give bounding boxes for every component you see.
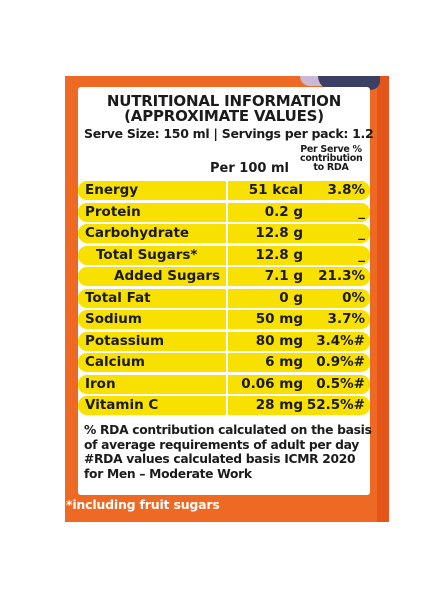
nutrient-rda: 0.9%# xyxy=(316,354,365,370)
nutrient-name: Sodium xyxy=(85,311,142,327)
nutrient-name: Carbohydrate xyxy=(85,225,190,241)
table-row: Iron 0.06 mg 0.5%# xyxy=(78,374,370,394)
per100-column-header: Per 100 ml xyxy=(210,161,289,176)
table-row: Total Fat 0 g 0% xyxy=(78,288,370,308)
nutrient-rda: _ xyxy=(358,225,365,241)
nutrient-value: 51 kcal xyxy=(248,182,303,198)
nutrient-rda: 3.7% xyxy=(327,311,365,327)
nutrient-value: 0.2 g xyxy=(264,203,303,220)
table-row: Calcium 6 mg 0.9%# xyxy=(78,353,370,372)
rda-notes: % RDA contribution calculated on the bas… xyxy=(84,423,372,481)
table-row: Carbohydrate 12.8 g _ xyxy=(78,224,370,243)
rda-header-line2: contribution xyxy=(300,153,363,164)
nutrient-name: Iron xyxy=(85,375,116,392)
nutrient-name: Protein xyxy=(85,203,141,220)
nutrient-value: 6 mg xyxy=(265,354,303,370)
nutrient-name: Total Sugars* xyxy=(96,246,198,263)
nutrient-value: 50 mg xyxy=(255,311,303,327)
note-line-2: of average requirements of adult per day xyxy=(84,437,360,452)
nutrient-name: Energy xyxy=(85,182,139,198)
table-row: Potassium 80 mg 3.4%# xyxy=(78,331,370,351)
nutrient-rda: 0.5%# xyxy=(316,375,365,392)
nutrient-rda: _ xyxy=(358,246,365,263)
nutrient-name: Total Fat xyxy=(85,289,151,306)
nutrient-value: 0.06 mg xyxy=(241,375,303,392)
nutrient-value: 0 g xyxy=(279,289,303,306)
table-row: Vitamin C 28 mg 52.5%# xyxy=(78,396,370,415)
note-line-3: #RDA values calculated basis ICMR 2020 xyxy=(84,452,356,466)
nutrient-rda: 3.8% xyxy=(327,182,365,198)
nutrient-name: Potassium xyxy=(85,332,165,349)
rda-header-line3: to RDA xyxy=(313,162,349,173)
nutrient-value: 80 mg xyxy=(255,332,303,349)
rda-header-line1: Per Serve % xyxy=(300,144,362,155)
nutrient-name: Vitamin C xyxy=(85,397,159,413)
nutrient-rda: 3.4%# xyxy=(316,332,365,349)
panel-edge xyxy=(377,76,389,522)
table-row: Sodium 50 mg 3.7% xyxy=(78,310,370,329)
nutrient-value: 12.8 g xyxy=(255,225,303,241)
table-row: Total Sugars* 12.8 g _ xyxy=(78,245,370,265)
rda-column-header: Per Serve % contribution to RDA xyxy=(300,144,363,173)
nutrient-rda: 21.3% xyxy=(318,268,365,284)
nutrient-value: 12.8 g xyxy=(255,246,303,263)
table-row: Energy 51 kcal 3.8% xyxy=(78,181,370,200)
serve-info: Serve Size: 150 ml | Servings per pack: … xyxy=(84,126,374,141)
table-row: Added Sugars 7.1 g 21.3% xyxy=(78,267,370,286)
nutrient-value: 7.1 g xyxy=(264,268,303,284)
nutrition-table: Energy 51 kcal 3.8% Protein 0.2 g _ Carbohydra… xyxy=(78,181,370,418)
nutrition-title: NUTRITIONAL INFORMATION xyxy=(106,92,342,110)
packaging-graphic-dark xyxy=(318,76,380,90)
nutrient-name: Calcium xyxy=(85,354,145,370)
table-row: Protein 0.2 g _ xyxy=(78,202,370,222)
nutrient-value: 28 mg xyxy=(255,397,303,413)
note-line-4: for Men – Moderate Work xyxy=(84,466,252,481)
nutrient-rda: 52.5%# xyxy=(306,397,365,413)
nutrient-name: Added Sugars xyxy=(114,268,221,284)
footer-note: *including fruit sugars xyxy=(66,497,220,512)
nutrient-rda: 0% xyxy=(342,289,365,306)
note-line-1: % RDA contribution calculated on the bas… xyxy=(84,423,372,437)
column-divider xyxy=(226,181,228,419)
nutrition-subtitle: (APPROXIMATE VALUES) xyxy=(124,107,324,125)
nutrient-rda: _ xyxy=(358,203,365,220)
packaging-graphic-light xyxy=(300,76,330,86)
